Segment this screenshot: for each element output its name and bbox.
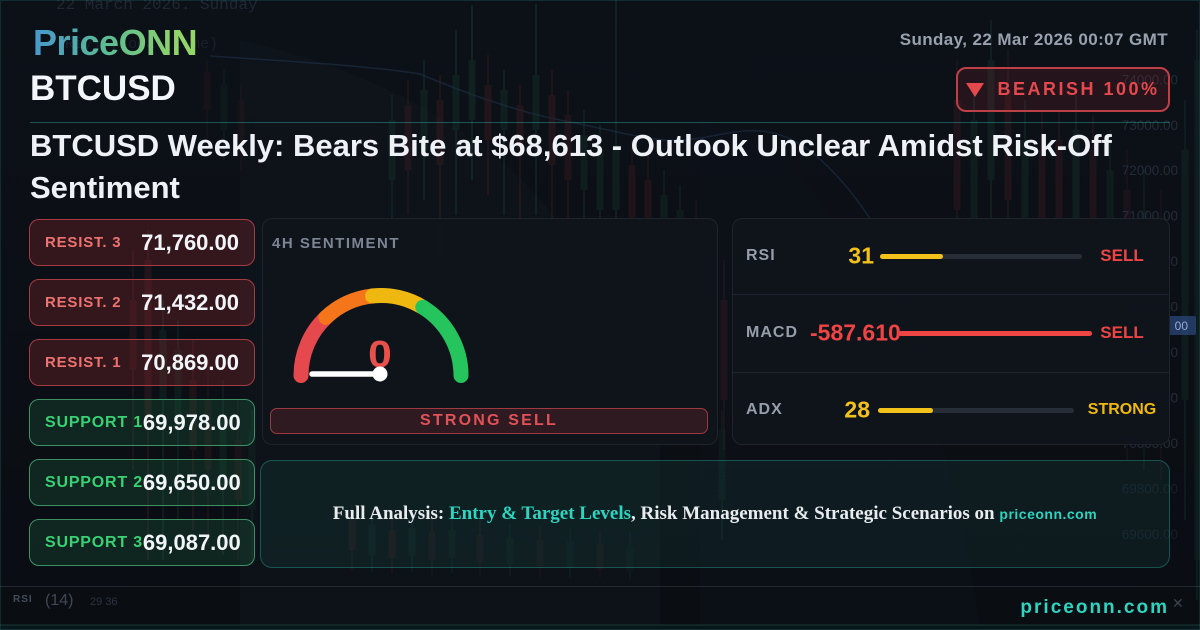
svg-text:69800.00: 69800.00 bbox=[1122, 482, 1178, 497]
svg-text:(Riy) (local time): (Riy) (local time) bbox=[56, 36, 218, 53]
svg-text:73000.00: 73000.00 bbox=[1122, 118, 1178, 133]
svg-text:69600.00: 69600.00 bbox=[1122, 527, 1178, 542]
svg-text:0: 0 bbox=[368, 332, 392, 375]
svg-text:72000.00: 72000.00 bbox=[1122, 163, 1178, 178]
svg-text:00: 00 bbox=[1175, 319, 1189, 333]
svg-text:22 March 2026. Sunday: 22 March 2026. Sunday bbox=[56, 0, 258, 14]
